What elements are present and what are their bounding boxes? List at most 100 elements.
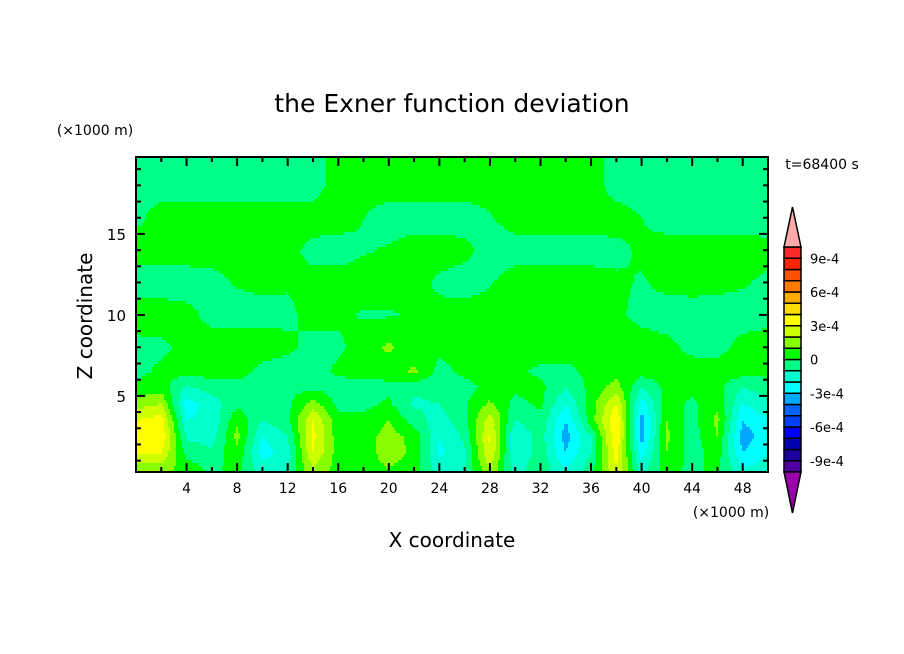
contour-cell	[666, 436, 670, 439]
contour-cell	[306, 445, 312, 448]
contour-cell	[728, 445, 734, 448]
contour-cell	[470, 256, 632, 259]
contour-cell	[580, 433, 590, 436]
contour-cell	[220, 418, 230, 421]
contour-cell	[378, 247, 474, 250]
contour-cell	[218, 430, 226, 433]
contour-cell	[180, 391, 206, 394]
contour-cell	[224, 274, 436, 277]
contour-cell	[602, 418, 610, 421]
contour-cell	[558, 415, 572, 418]
contour-cell	[622, 460, 628, 463]
contour-cell	[288, 442, 294, 445]
contour-cell	[724, 388, 740, 391]
contour-cell	[442, 454, 466, 457]
contour-cell	[612, 412, 618, 415]
contour-cell	[636, 211, 768, 214]
contour-cell	[644, 418, 650, 421]
contour-cell	[556, 421, 574, 424]
contour-cell	[170, 391, 180, 394]
contour-cell	[170, 382, 474, 385]
contour-cell	[594, 418, 602, 421]
contour-cell	[296, 448, 302, 451]
contour-cell	[440, 439, 462, 442]
contour-cell	[636, 322, 768, 325]
contour-cell	[136, 469, 174, 472]
contour-cell	[650, 463, 660, 466]
contour-cell	[392, 400, 412, 403]
contour-cell	[158, 403, 162, 406]
contour-cell	[560, 460, 572, 463]
contour-cell	[570, 391, 586, 394]
contour-cell	[714, 421, 718, 424]
contour-cell	[252, 448, 260, 451]
contour-cell	[184, 448, 224, 451]
contour-cell	[314, 445, 324, 448]
contour-cell	[666, 430, 670, 433]
contour-cell	[720, 466, 732, 469]
contour-cell	[494, 418, 500, 421]
contour-cell	[604, 412, 612, 415]
contour-cell	[182, 442, 200, 445]
contour-cell	[596, 451, 602, 454]
contour-cell	[684, 448, 704, 451]
contour-cell	[644, 424, 650, 427]
contour-cell	[594, 415, 602, 418]
contour-cell	[136, 337, 162, 340]
x-tick-label: 40	[633, 481, 651, 497]
contour-cell	[748, 388, 768, 391]
contour-cell	[640, 424, 644, 427]
contour-cell	[478, 448, 484, 451]
contour-cell	[390, 466, 420, 469]
contour-cell	[580, 442, 592, 445]
contour-cell	[136, 343, 170, 346]
contour-cell	[212, 394, 296, 397]
contour-cell	[656, 430, 660, 433]
contour-cell	[746, 448, 768, 451]
contour-cell	[510, 460, 528, 463]
contour-cell	[496, 433, 500, 436]
contour-cell	[612, 436, 620, 439]
contour-cell	[510, 448, 532, 451]
contour-cell	[596, 409, 604, 412]
contour-cell	[750, 406, 768, 409]
contour-cell	[200, 388, 476, 391]
contour-cell	[724, 292, 768, 295]
contour-cell	[288, 292, 438, 295]
contour-cell	[406, 445, 420, 448]
contour-cell	[622, 463, 628, 466]
contour-cell	[514, 424, 524, 427]
contour-cell	[630, 415, 634, 418]
contour-cell	[550, 463, 562, 466]
contour-cell	[564, 442, 568, 445]
contour-cell	[476, 439, 482, 442]
contour-cell	[650, 433, 656, 436]
contour-cell	[248, 433, 256, 436]
contour-cell	[298, 427, 306, 430]
contour-cell	[468, 418, 476, 421]
contour-cell	[136, 322, 206, 325]
contour-cell	[636, 424, 640, 427]
contour-cell	[382, 427, 394, 430]
contour-cell	[272, 448, 290, 451]
contour-cell	[738, 457, 762, 460]
contour-cell	[472, 448, 478, 451]
contour-cell	[652, 286, 746, 289]
contour-cell	[548, 457, 558, 460]
x-tick-label: 48	[734, 481, 752, 497]
contour-cell	[348, 262, 462, 265]
contour-cell	[648, 409, 654, 412]
contour-cell	[306, 436, 312, 439]
contour-cell	[730, 430, 736, 433]
contour-cell	[324, 451, 334, 454]
contour-cell	[318, 460, 332, 463]
contour-cell	[622, 238, 768, 241]
contour-cell	[648, 391, 662, 394]
contour-cell	[596, 403, 606, 406]
contour-cell	[314, 199, 614, 202]
contour-cell	[630, 259, 768, 262]
contour-cell	[204, 376, 244, 379]
contour-cell	[136, 352, 168, 355]
contour-cell	[594, 265, 628, 268]
contour-cell	[604, 424, 610, 427]
